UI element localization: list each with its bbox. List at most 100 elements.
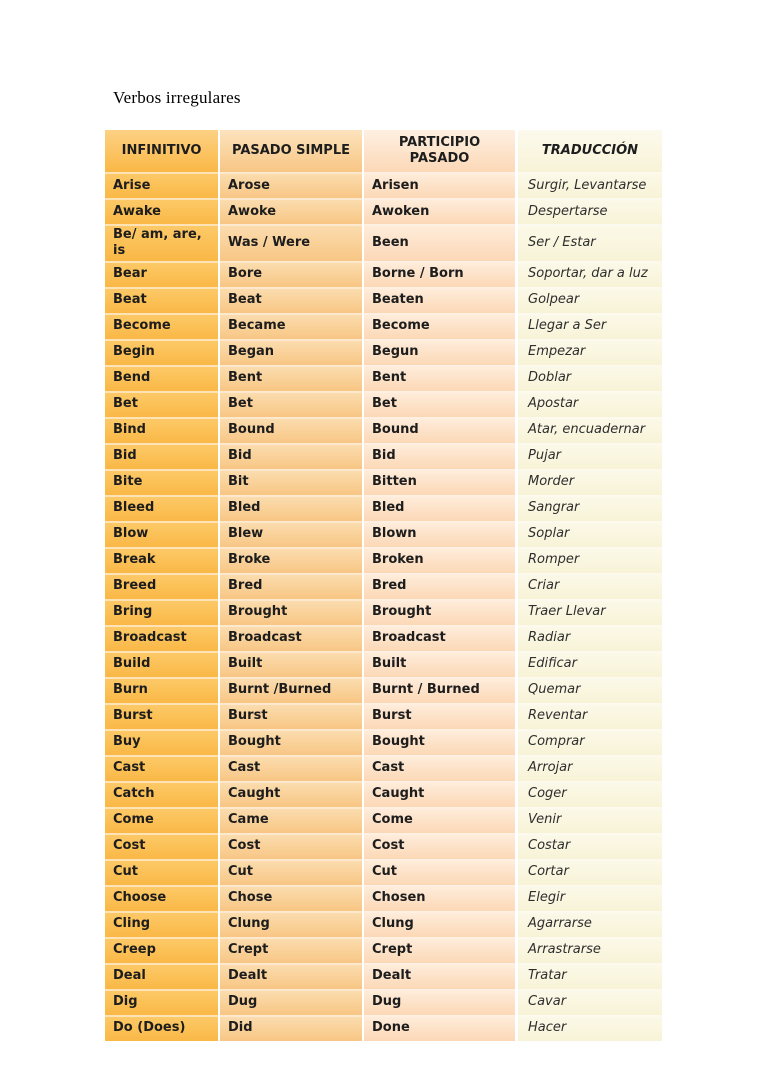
cell-pasado-simple: Was / Were [218,224,362,261]
cell-traduccion: Despertarse [515,198,662,224]
cell-pasado-simple: Blew [218,520,362,547]
table-row: Bear Bore Borne / Born Soportar, dar a luz [105,260,662,287]
page-title: Verbos irregulares [113,88,241,107]
cell-participio-pasado: Bet [362,390,515,417]
cell-infinitivo: Become [105,312,218,339]
cell-pasado-simple: Did [218,1014,362,1041]
cell-participio-pasado: Bitten [362,468,515,495]
cell-infinitivo: Bend [105,364,218,391]
table-row: Arise Arose Arisen Surgir, Levantarse [105,172,662,198]
cell-pasado-simple: Broadcast [218,624,362,651]
cell-infinitivo: Burn [105,676,218,703]
cell-participio-pasado: Burst [362,702,515,729]
cell-traduccion: Llegar a Ser [515,312,662,339]
cell-pasado-simple: Cast [218,754,362,781]
cell-participio-pasado: Borne / Born [362,260,515,287]
cell-traduccion: Quemar [515,676,662,703]
cell-participio-pasado: Bought [362,728,515,755]
cell-traduccion: Golpear [515,286,662,313]
table-row: Bet Bet Bet Apostar [105,390,662,417]
table-row: Bid Bid Bid Pujar [105,442,662,469]
table-row: Bind Bound Bound Atar, encuadernar [105,416,662,443]
cell-pasado-simple: Beat [218,286,362,313]
cell-traduccion: Radiar [515,624,662,651]
cell-traduccion: Soportar, dar a luz [515,260,662,287]
cell-infinitivo: Arise [105,172,218,198]
cell-infinitivo: Choose [105,884,218,911]
cell-traduccion: Hacer [515,1014,662,1041]
cell-participio-pasado: Bid [362,442,515,469]
cell-traduccion: Atar, encuadernar [515,416,662,443]
cell-traduccion: Reventar [515,702,662,729]
cell-traduccion: Empezar [515,338,662,365]
cell-infinitivo: Come [105,806,218,833]
cell-participio-pasado: Done [362,1014,515,1041]
cell-pasado-simple: Dealt [218,962,362,989]
cell-infinitivo: Do (Does) [105,1014,218,1041]
cell-infinitivo: Dig [105,988,218,1015]
cell-traduccion: Cavar [515,988,662,1015]
cell-pasado-simple: Bet [218,390,362,417]
table-row: Beat Beat Beaten Golpear [105,286,662,313]
column-header-traduccion: TRADUCCIÓN [515,130,662,172]
cell-pasado-simple: Bound [218,416,362,443]
cell-pasado-simple: Broke [218,546,362,573]
cell-infinitivo: Bite [105,468,218,495]
cell-traduccion: Agarrarse [515,910,662,937]
cell-participio-pasado: Bound [362,416,515,443]
cell-traduccion: Comprar [515,728,662,755]
cell-pasado-simple: Bent [218,364,362,391]
cell-traduccion: Ser / Estar [515,224,662,261]
table-body: Arise Arose Arisen Surgir, Levantarse Awake A… [105,172,662,1041]
table-row: Creep Crept Crept Arrastrarse [105,936,662,963]
cell-pasado-simple: Bled [218,494,362,521]
cell-participio-pasado: Awoken [362,198,515,224]
cell-infinitivo: Buy [105,728,218,755]
cell-traduccion: Arrojar [515,754,662,781]
cell-infinitivo: Cost [105,832,218,859]
cell-participio-pasado: Brought [362,598,515,625]
cell-participio-pasado: Cast [362,754,515,781]
table-row: Be/ am, are, is Was / Were Been Ser / Estar [105,224,662,261]
cell-participio-pasado: Begun [362,338,515,365]
cell-infinitivo: Creep [105,936,218,963]
cell-traduccion: Traer Llevar [515,598,662,625]
cell-participio-pasado: Bled [362,494,515,521]
cell-pasado-simple: Cut [218,858,362,885]
cell-infinitivo: Catch [105,780,218,807]
table-row: Become Became Become Llegar a Ser [105,312,662,339]
cell-traduccion: Tratar [515,962,662,989]
cell-pasado-simple: Built [218,650,362,677]
table-row: Burst Burst Burst Reventar [105,702,662,729]
cell-infinitivo: Build [105,650,218,677]
cell-pasado-simple: Became [218,312,362,339]
cell-participio-pasado: Built [362,650,515,677]
table-row: Bend Bent Bent Doblar [105,364,662,391]
column-header-participio-pasado: PARTICIPIO PASADO [362,130,515,172]
cell-infinitivo: Deal [105,962,218,989]
table-row: Build Built Built Edificar [105,650,662,677]
cell-infinitivo: Bring [105,598,218,625]
cell-infinitivo: Burst [105,702,218,729]
table-row: Cut Cut Cut Cortar [105,858,662,885]
irregular-verbs-table: INFINITIVO PASADO SIMPLE PARTICIPIO PASA… [105,130,662,1041]
column-header-infinitivo: INFINITIVO [105,130,218,172]
table-row: Catch Caught Caught Coger [105,780,662,807]
cell-pasado-simple: Bought [218,728,362,755]
cell-traduccion: Cortar [515,858,662,885]
cell-participio-pasado: Dug [362,988,515,1015]
cell-traduccion: Surgir, Levantarse [515,172,662,198]
table-row: Cast Cast Cast Arrojar [105,754,662,781]
table-row: Burn Burnt /Burned Burnt / Burned Quemar [105,676,662,703]
cell-infinitivo: Blow [105,520,218,547]
cell-traduccion: Criar [515,572,662,599]
cell-pasado-simple: Bid [218,442,362,469]
cell-traduccion: Venir [515,806,662,833]
cell-infinitivo: Cut [105,858,218,885]
cell-traduccion: Edificar [515,650,662,677]
cell-pasado-simple: Awoke [218,198,362,224]
cell-traduccion: Coger [515,780,662,807]
cell-infinitivo: Bear [105,260,218,287]
table-header-row: INFINITIVO PASADO SIMPLE PARTICIPIO PASA… [105,130,662,172]
